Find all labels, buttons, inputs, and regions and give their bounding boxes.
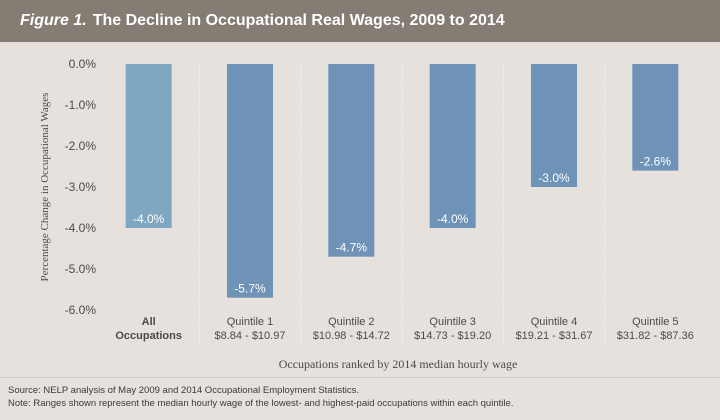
y-tick-label: -6.0% xyxy=(65,303,97,317)
bar-value-label: -3.0% xyxy=(538,171,570,185)
category-range-label: $8.84 - $10.97 xyxy=(215,330,286,342)
footer: Source: NELP analysis of May 2009 and 20… xyxy=(0,377,720,420)
bar xyxy=(632,64,679,171)
range-note: Note: Ranges shown represent the median … xyxy=(8,398,514,409)
category-range-label: $19.21 - $31.67 xyxy=(515,330,592,342)
category-label: Quintile 3 xyxy=(429,316,475,328)
source-note: Source: NELP analysis of May 2009 and 20… xyxy=(8,385,359,396)
plot-area: 0.0% -1.0% -2.0% -3.0% -4.0% -5.0% -6.0% Percen… xyxy=(0,42,720,377)
category-range-label: $31.82 - $87.36 xyxy=(617,330,694,342)
category-range-label: $14.73 - $19.20 xyxy=(414,330,491,342)
category-label: Quintile 4 xyxy=(531,316,577,328)
category-range-label: Occupations xyxy=(115,330,182,342)
bar-value-label: -4.7% xyxy=(336,241,368,255)
figure-header: Figure 1. The Decline in Occupational Re… xyxy=(0,0,720,42)
bar-value-label: -4.0% xyxy=(437,212,469,226)
y-tick-label: -5.0% xyxy=(65,262,97,276)
bar-value-label: -4.0% xyxy=(133,212,165,226)
y-tick-label: -2.0% xyxy=(65,139,97,153)
bar xyxy=(328,64,375,257)
bar-chart: 0.0% -1.0% -2.0% -3.0% -4.0% -5.0% -6.0% Percen… xyxy=(39,57,694,371)
bar-value-label: -5.7% xyxy=(234,282,266,296)
bar xyxy=(227,64,273,298)
y-tick-label: -4.0% xyxy=(65,221,97,235)
bar xyxy=(531,64,577,187)
y-axis-label: Percentage Change in Occupational Wages xyxy=(39,93,51,282)
category-label: Quintile 1 xyxy=(227,316,273,328)
figure-label: Figure 1. xyxy=(20,12,87,29)
bar xyxy=(429,64,476,228)
category-range-label: $10.98 - $14.72 xyxy=(313,330,390,342)
category-label: Quintile 2 xyxy=(328,316,374,328)
figure-title: The Decline in Occupational Real Wages, … xyxy=(92,12,505,29)
category-label: All xyxy=(142,316,156,328)
bar-value-label: -2.6% xyxy=(640,155,672,169)
bar xyxy=(125,64,172,228)
y-tick-label: -1.0% xyxy=(65,98,97,112)
y-tick-label: -3.0% xyxy=(65,180,97,194)
category-label: Quintile 5 xyxy=(632,316,678,328)
x-axis-label: Occupations ranked by 2014 median hourly… xyxy=(279,357,518,371)
y-tick-label: 0.0% xyxy=(69,57,97,71)
